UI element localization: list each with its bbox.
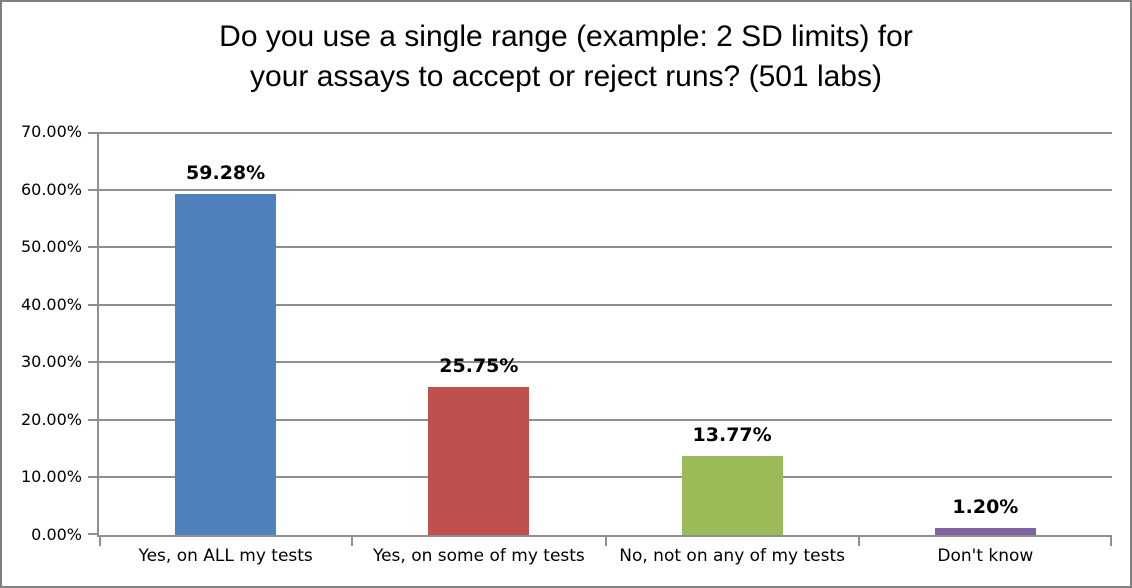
x-axis-category-label: No, not on any of my tests [619, 546, 845, 566]
gridline [99, 476, 1112, 479]
gridline [99, 303, 1112, 306]
x-axis-tick [351, 537, 354, 546]
y-axis-tick [88, 361, 97, 364]
x-axis-category-label: Yes, on some of my tests [372, 546, 585, 566]
bar [428, 386, 530, 535]
y-axis-tick [88, 246, 97, 249]
x-axis-tick [1110, 537, 1112, 546]
y-axis-tick [88, 533, 97, 535]
gridline [99, 132, 1112, 134]
x-axis-tick [99, 537, 101, 546]
y-axis-tick [88, 418, 97, 421]
chart-title-line-1: Do you use a single range (example: 2 SD… [219, 20, 913, 53]
bar [175, 193, 277, 535]
bar [681, 455, 783, 535]
chart-title: Do you use a single range (example: 2 SD… [2, 17, 1130, 97]
y-axis-tick-label: 10.00% [20, 467, 82, 487]
y-axis-tick-label: 20.00% [20, 409, 82, 429]
bar-value-label: 1.20% [952, 496, 1019, 519]
chart-title-line-2: your assays to accept or reject runs? (5… [250, 60, 882, 93]
y-axis-tick [88, 132, 97, 134]
x-axis-category-label: Don't know [937, 546, 1034, 566]
plot-area: 0.00% 10.00% 20.00% 30.00% 40.00% 50.00% 60.00… [21, 122, 1112, 566]
bar-value-label: 25.75% [439, 354, 519, 377]
gridline [99, 188, 1112, 191]
y-axis-tick-label: 60.00% [20, 179, 82, 199]
y-axis-tick [88, 476, 97, 479]
gridline [99, 418, 1112, 421]
y-axis-tick-label: 50.00% [20, 237, 82, 257]
x-axis-tick [604, 537, 607, 546]
gridline [99, 246, 1112, 249]
y-axis-tick-label: 40.00% [20, 294, 82, 314]
bar [934, 528, 1036, 535]
gridline [99, 361, 1112, 364]
x-axis-category-label: Yes, on ALL my tests [138, 546, 313, 566]
y-axis-tick-label: 30.00% [20, 352, 82, 372]
x-axis-tick [857, 537, 860, 546]
y-axis-tick [88, 188, 97, 191]
bar-value-label: 13.77% [692, 423, 772, 446]
y-axis-tick-label: 0.00% [31, 525, 82, 544]
y-axis-tick-label: 70.00% [20, 122, 82, 141]
y-axis-tick [88, 303, 97, 306]
bar-value-label: 59.28% [186, 161, 266, 184]
